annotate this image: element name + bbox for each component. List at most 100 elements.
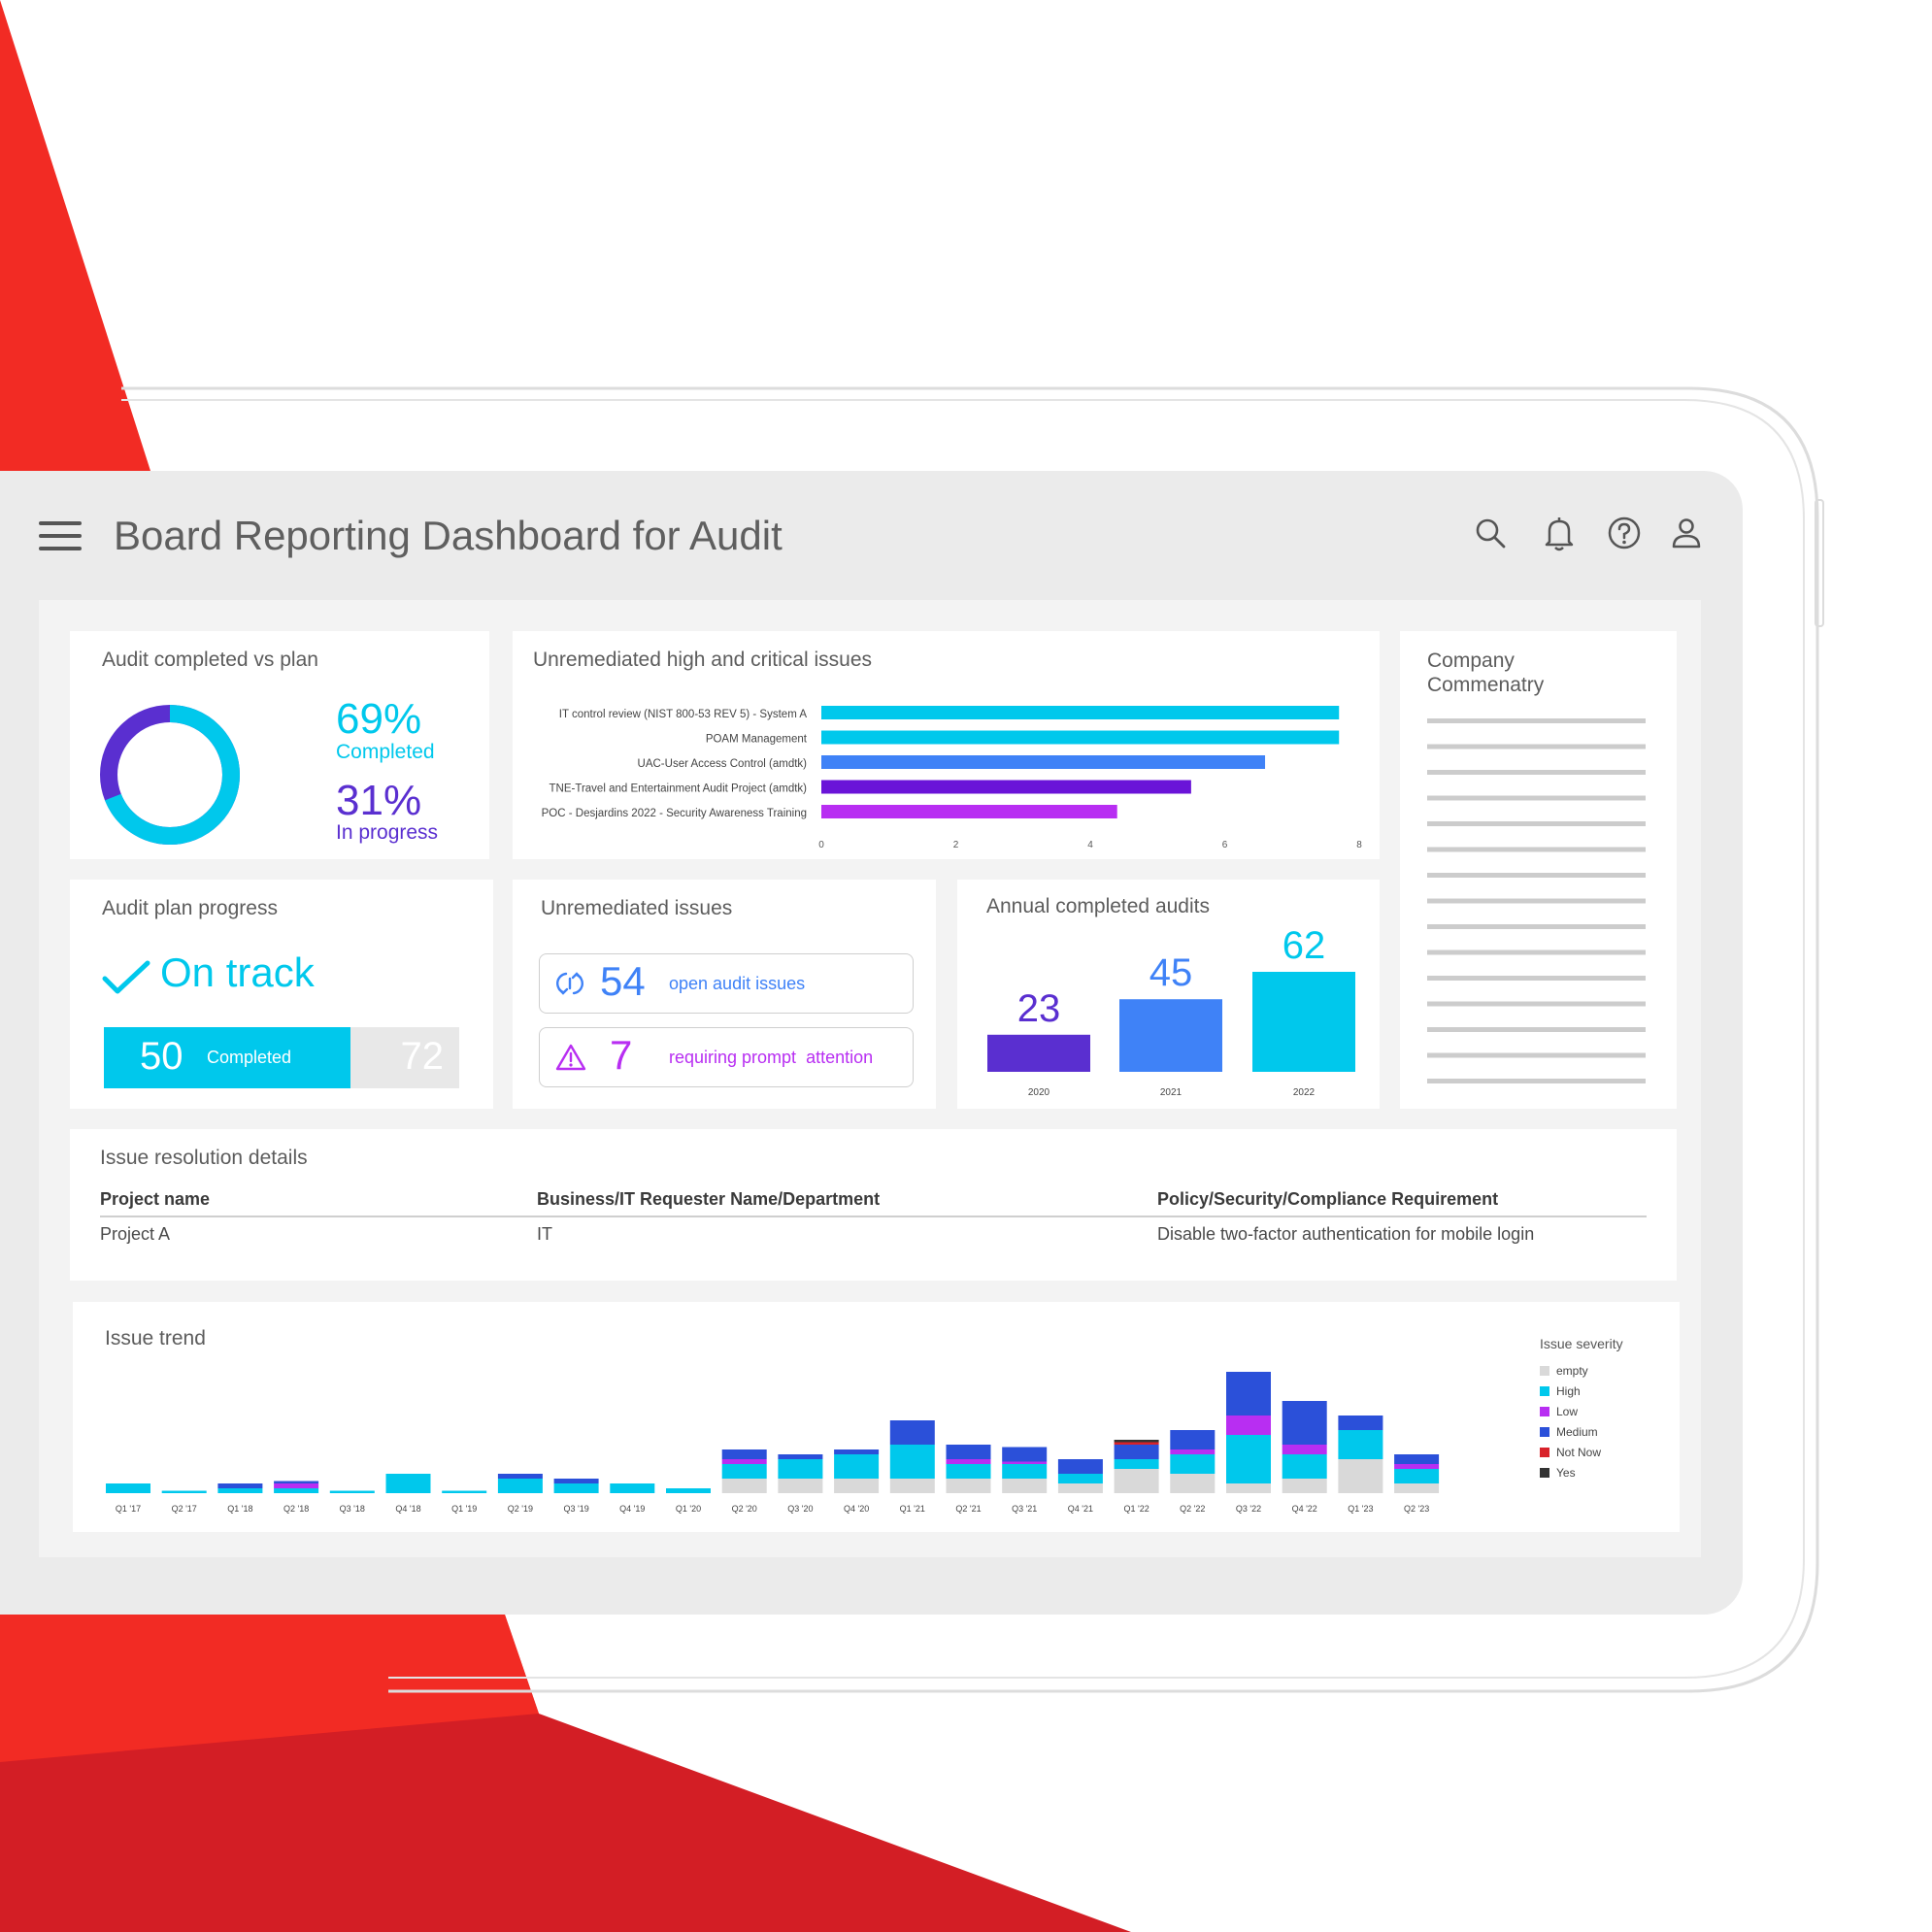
trend-bar-segment[interactable] [721,1459,767,1464]
help-icon[interactable] [1606,515,1643,551]
trend-bar-segment[interactable] [1114,1469,1159,1493]
trend-bar-segment[interactable] [1057,1459,1103,1474]
trend-bar-segment[interactable] [385,1474,431,1493]
trend-bar-segment[interactable] [1394,1454,1440,1464]
trend-bar-segment[interactable] [1226,1372,1271,1416]
trend-bar-segment[interactable] [274,1483,319,1488]
trend-bar-segment[interactable] [778,1459,823,1479]
legend-item[interactable]: Medium [1540,1425,1598,1439]
trend-bar-segment[interactable] [834,1449,880,1454]
audit-plan-progress-card[interactable]: Audit plan progress On track 50 Complete… [70,880,493,1109]
trend-bar-segment[interactable] [834,1479,880,1493]
trend-bar-segment[interactable] [946,1459,991,1464]
trend-bar-segment[interactable] [1114,1440,1159,1443]
trend-bar-segment[interactable] [217,1483,263,1488]
annual-audits-card[interactable]: Annual completed audits 23 2020 45 2021 62 20… [957,880,1380,1109]
trend-bar-segment[interactable] [610,1483,655,1493]
trend-bar-segment[interactable] [721,1479,767,1493]
trend-bar-segment[interactable] [1002,1461,1048,1465]
column-header-requirement[interactable]: Policy/Security/Compliance Requirement [1157,1189,1499,1209]
trend-bar-segment[interactable] [1282,1454,1327,1479]
annual-value-label: 23 [1017,987,1061,1030]
issue-bar[interactable] [821,706,1340,719]
trend-bar-segment[interactable] [1226,1435,1271,1483]
trend-bar-segment[interactable] [946,1479,991,1493]
issue-resolution-card[interactable]: Issue resolution details Project name Bu… [70,1129,1677,1281]
trend-bar-segment[interactable] [1338,1430,1383,1459]
bell-icon[interactable] [1541,515,1578,551]
trend-bar-segment[interactable] [889,1479,935,1493]
trend-bar-segment[interactable] [834,1454,880,1479]
trend-bar-segment[interactable] [1282,1445,1327,1454]
annual-bar[interactable] [1119,999,1222,1072]
trend-bar-segment[interactable] [1394,1464,1440,1469]
trend-bar-segment[interactable] [497,1474,543,1479]
trend-bar-segment[interactable] [329,1490,375,1494]
trend-bar-segment[interactable] [1170,1430,1216,1449]
legend-item[interactable]: Not Now [1540,1446,1601,1459]
column-header-project[interactable]: Project name [100,1189,211,1209]
trend-bar-segment[interactable] [217,1488,263,1493]
commentary-line [1427,873,1646,878]
column-header-requester[interactable]: Business/IT Requester Name/Department [537,1189,881,1209]
annual-bar[interactable] [987,1034,1090,1072]
trend-bar-segment[interactable] [721,1449,767,1459]
trend-bar-segment[interactable] [1338,1459,1383,1493]
trend-bar-segment[interactable] [1170,1474,1216,1493]
company-commentary-card[interactable]: Company Commenatry [1400,631,1677,1109]
trend-bar-segment[interactable] [106,1483,150,1493]
trend-bar-segment[interactable] [1394,1469,1440,1483]
trend-bar-segment[interactable] [553,1479,599,1483]
issue-bar[interactable] [821,805,1117,818]
search-icon[interactable] [1472,515,1509,551]
menu-icon[interactable] [39,521,82,550]
quarter-label: Q4 '22 [1292,1504,1317,1514]
prompt-attention-pill[interactable]: 7 requiring prompt attention [539,1027,914,1087]
trend-bar-segment[interactable] [1114,1445,1159,1459]
trend-bar-segment[interactable] [1338,1416,1383,1430]
issue-trend-card[interactable]: Issue trend Q1 '17 Q2 '17 Q1 '18 Q2 '18 Q3 '… [73,1302,1680,1532]
trend-bar-segment[interactable] [1002,1447,1048,1462]
legend-item[interactable]: Yes [1540,1466,1576,1480]
trend-bar-segment[interactable] [274,1481,319,1484]
annual-bar[interactable] [1252,972,1355,1072]
issue-bar[interactable] [821,730,1340,745]
issue-bar[interactable] [821,780,1191,794]
trend-bar-segment[interactable] [946,1445,991,1459]
trend-bar-segment[interactable] [778,1479,823,1493]
trend-bar-segment[interactable] [1057,1483,1103,1493]
trend-bar-segment[interactable] [889,1445,935,1479]
trend-bar-segment[interactable] [497,1479,543,1493]
trend-bar-segment[interactable] [778,1454,823,1459]
legend-item[interactable]: empty [1540,1364,1588,1378]
trend-bar-segment[interactable] [1226,1416,1271,1435]
audit-completed-card[interactable]: Audit completed vs plan 69% Completed 31… [70,631,489,859]
trend-bar-segment[interactable] [889,1420,935,1445]
trend-bar-segment[interactable] [666,1488,711,1493]
issue-bar[interactable] [821,755,1266,769]
unremediated-issues-card[interactable]: Unremediated issues 54 open audit issues… [513,880,936,1109]
trend-bar-segment[interactable] [1226,1483,1271,1493]
quarter-label: Q2 '17 [172,1504,197,1514]
trend-bar-segment[interactable] [1170,1454,1216,1474]
trend-bar-segment[interactable] [442,1490,487,1494]
trend-bar-segment[interactable] [1282,1401,1327,1445]
trend-bar-segment[interactable] [1114,1459,1159,1469]
trend-bar-segment[interactable] [1394,1483,1440,1493]
user-icon[interactable] [1668,515,1705,551]
trend-bar-segment[interactable] [161,1490,207,1494]
trend-bar-segment[interactable] [553,1483,599,1493]
trend-bar-segment[interactable] [1114,1442,1159,1446]
high-critical-issues-card[interactable]: Unremediated high and critical issues IT… [513,631,1380,859]
trend-bar-segment[interactable] [1282,1479,1327,1493]
trend-bar-segment[interactable] [1002,1479,1048,1493]
trend-bar-segment[interactable] [946,1464,991,1479]
open-issues-pill[interactable]: 54 open audit issues [539,953,914,1014]
trend-bar-segment[interactable] [1057,1474,1103,1483]
trend-bar-segment[interactable] [274,1488,319,1493]
legend-item[interactable]: High [1540,1384,1581,1398]
legend-item[interactable]: Low [1540,1405,1578,1418]
trend-bar-segment[interactable] [1002,1464,1048,1479]
trend-bar-segment[interactable] [1170,1449,1216,1454]
trend-bar-segment[interactable] [721,1464,767,1479]
